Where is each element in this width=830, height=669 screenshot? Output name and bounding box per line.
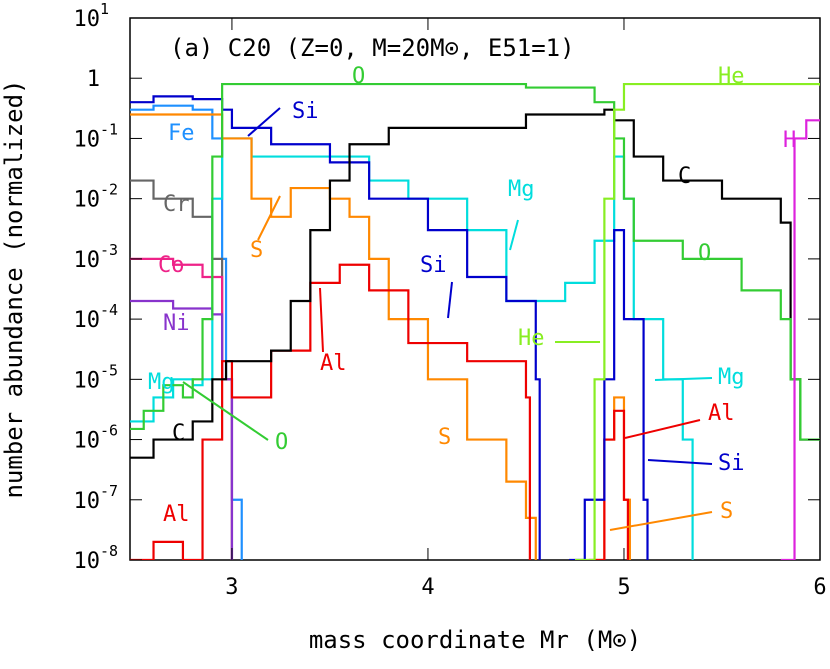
annotation-label: O xyxy=(352,64,365,89)
y-axis-label: number abundance (normalized) xyxy=(0,79,28,498)
annotation-arrow xyxy=(624,419,701,439)
annotation-label: He xyxy=(718,64,745,89)
annotation-label: Mg xyxy=(508,177,535,202)
y-tick-exponent: -4 xyxy=(100,301,118,319)
annotation-label: Si xyxy=(292,99,319,124)
chart-title: (a) C20 (Z=0, M=20M⊙, E51=1) xyxy=(170,34,575,62)
annotation-label: S xyxy=(250,238,263,263)
y-tick-base: 10 xyxy=(74,188,101,213)
x-tick-label: 3 xyxy=(225,575,238,600)
y-tick-exponent: 1 xyxy=(100,0,109,18)
y-tick-base: 10 xyxy=(74,489,101,514)
annotation-label: Si xyxy=(420,253,447,278)
plot-lines xyxy=(130,82,820,560)
y-tick-label: 10 xyxy=(74,7,101,32)
annotation-label: He xyxy=(518,326,545,351)
annotation-label: S xyxy=(438,425,451,450)
annotation-arrow xyxy=(447,281,453,319)
series-line xyxy=(130,108,820,459)
y-tick-base: 10 xyxy=(74,7,101,32)
series-line xyxy=(130,95,649,560)
annotation-label: Co xyxy=(158,253,185,278)
series-line xyxy=(130,82,820,441)
series-line xyxy=(130,137,694,560)
annotation-label: Al xyxy=(320,351,347,376)
series-line xyxy=(130,263,629,560)
y-tick-exponent: -5 xyxy=(100,361,118,379)
y-tick-label: 10 xyxy=(74,368,101,393)
annotation-arrow xyxy=(247,107,281,137)
annotation-label: Mg xyxy=(148,370,175,395)
annotation-label: S xyxy=(720,499,733,524)
x-tick-label: 5 xyxy=(617,575,630,600)
y-tick-label: 10 xyxy=(74,248,101,273)
annotation-label: Ni xyxy=(163,311,190,336)
annotation-label: Fe xyxy=(168,121,195,146)
y-tick-label: 10 xyxy=(74,429,101,454)
annotation-arrow xyxy=(257,195,281,241)
y-tick-label: 10 xyxy=(74,489,101,514)
series-line xyxy=(574,82,820,560)
series-line xyxy=(780,119,820,560)
annotation-arrow xyxy=(182,381,269,441)
y-tick-exponent: -3 xyxy=(100,241,118,259)
annotation-label: H xyxy=(783,128,796,153)
annotation-arrow xyxy=(319,287,324,353)
annotation-arrow xyxy=(647,459,713,465)
annotation-arrow xyxy=(609,511,713,531)
annotation-label: Al xyxy=(163,502,190,527)
annotation-label: Mg xyxy=(718,365,745,390)
x-axis-label: mass coordinate Mr (M⊙) xyxy=(309,626,641,654)
annotation-arrow xyxy=(654,377,713,381)
y-tick-base: 10 xyxy=(74,368,101,393)
annotation-label: C xyxy=(172,421,185,446)
y-tick-base: 10 xyxy=(74,248,101,273)
annotation-label: Al xyxy=(708,401,735,426)
annotation-label: C xyxy=(678,164,691,189)
x-tick-label: 4 xyxy=(421,575,434,600)
annotation-arrow xyxy=(509,219,519,251)
annotation-label: O xyxy=(275,430,288,455)
annotation-label: O xyxy=(698,241,711,266)
y-tick-exponent: -1 xyxy=(100,120,118,138)
x-tick-label: 6 xyxy=(813,575,826,600)
y-tick-base: 10 xyxy=(74,429,101,454)
plot-frame xyxy=(129,17,821,561)
y-tick-label: 10 xyxy=(74,549,101,574)
y-tick-base: 10 xyxy=(74,127,101,152)
y-tick-label: 1 xyxy=(87,67,100,92)
y-tick-base: 10 xyxy=(74,308,101,333)
y-tick-exponent: -7 xyxy=(100,482,118,500)
annotation-label: Cr xyxy=(163,192,190,217)
y-tick-exponent: -2 xyxy=(100,181,118,199)
y-tick-label: 10 xyxy=(74,308,101,333)
y-tick-base: 10 xyxy=(74,549,101,574)
annotation-label: Si xyxy=(718,451,745,476)
y-tick-label: 10 xyxy=(74,127,101,152)
y-tick-label: 10 xyxy=(74,188,101,213)
y-tick-exponent: -6 xyxy=(100,422,118,440)
y-tick-exponent: -8 xyxy=(100,542,118,560)
